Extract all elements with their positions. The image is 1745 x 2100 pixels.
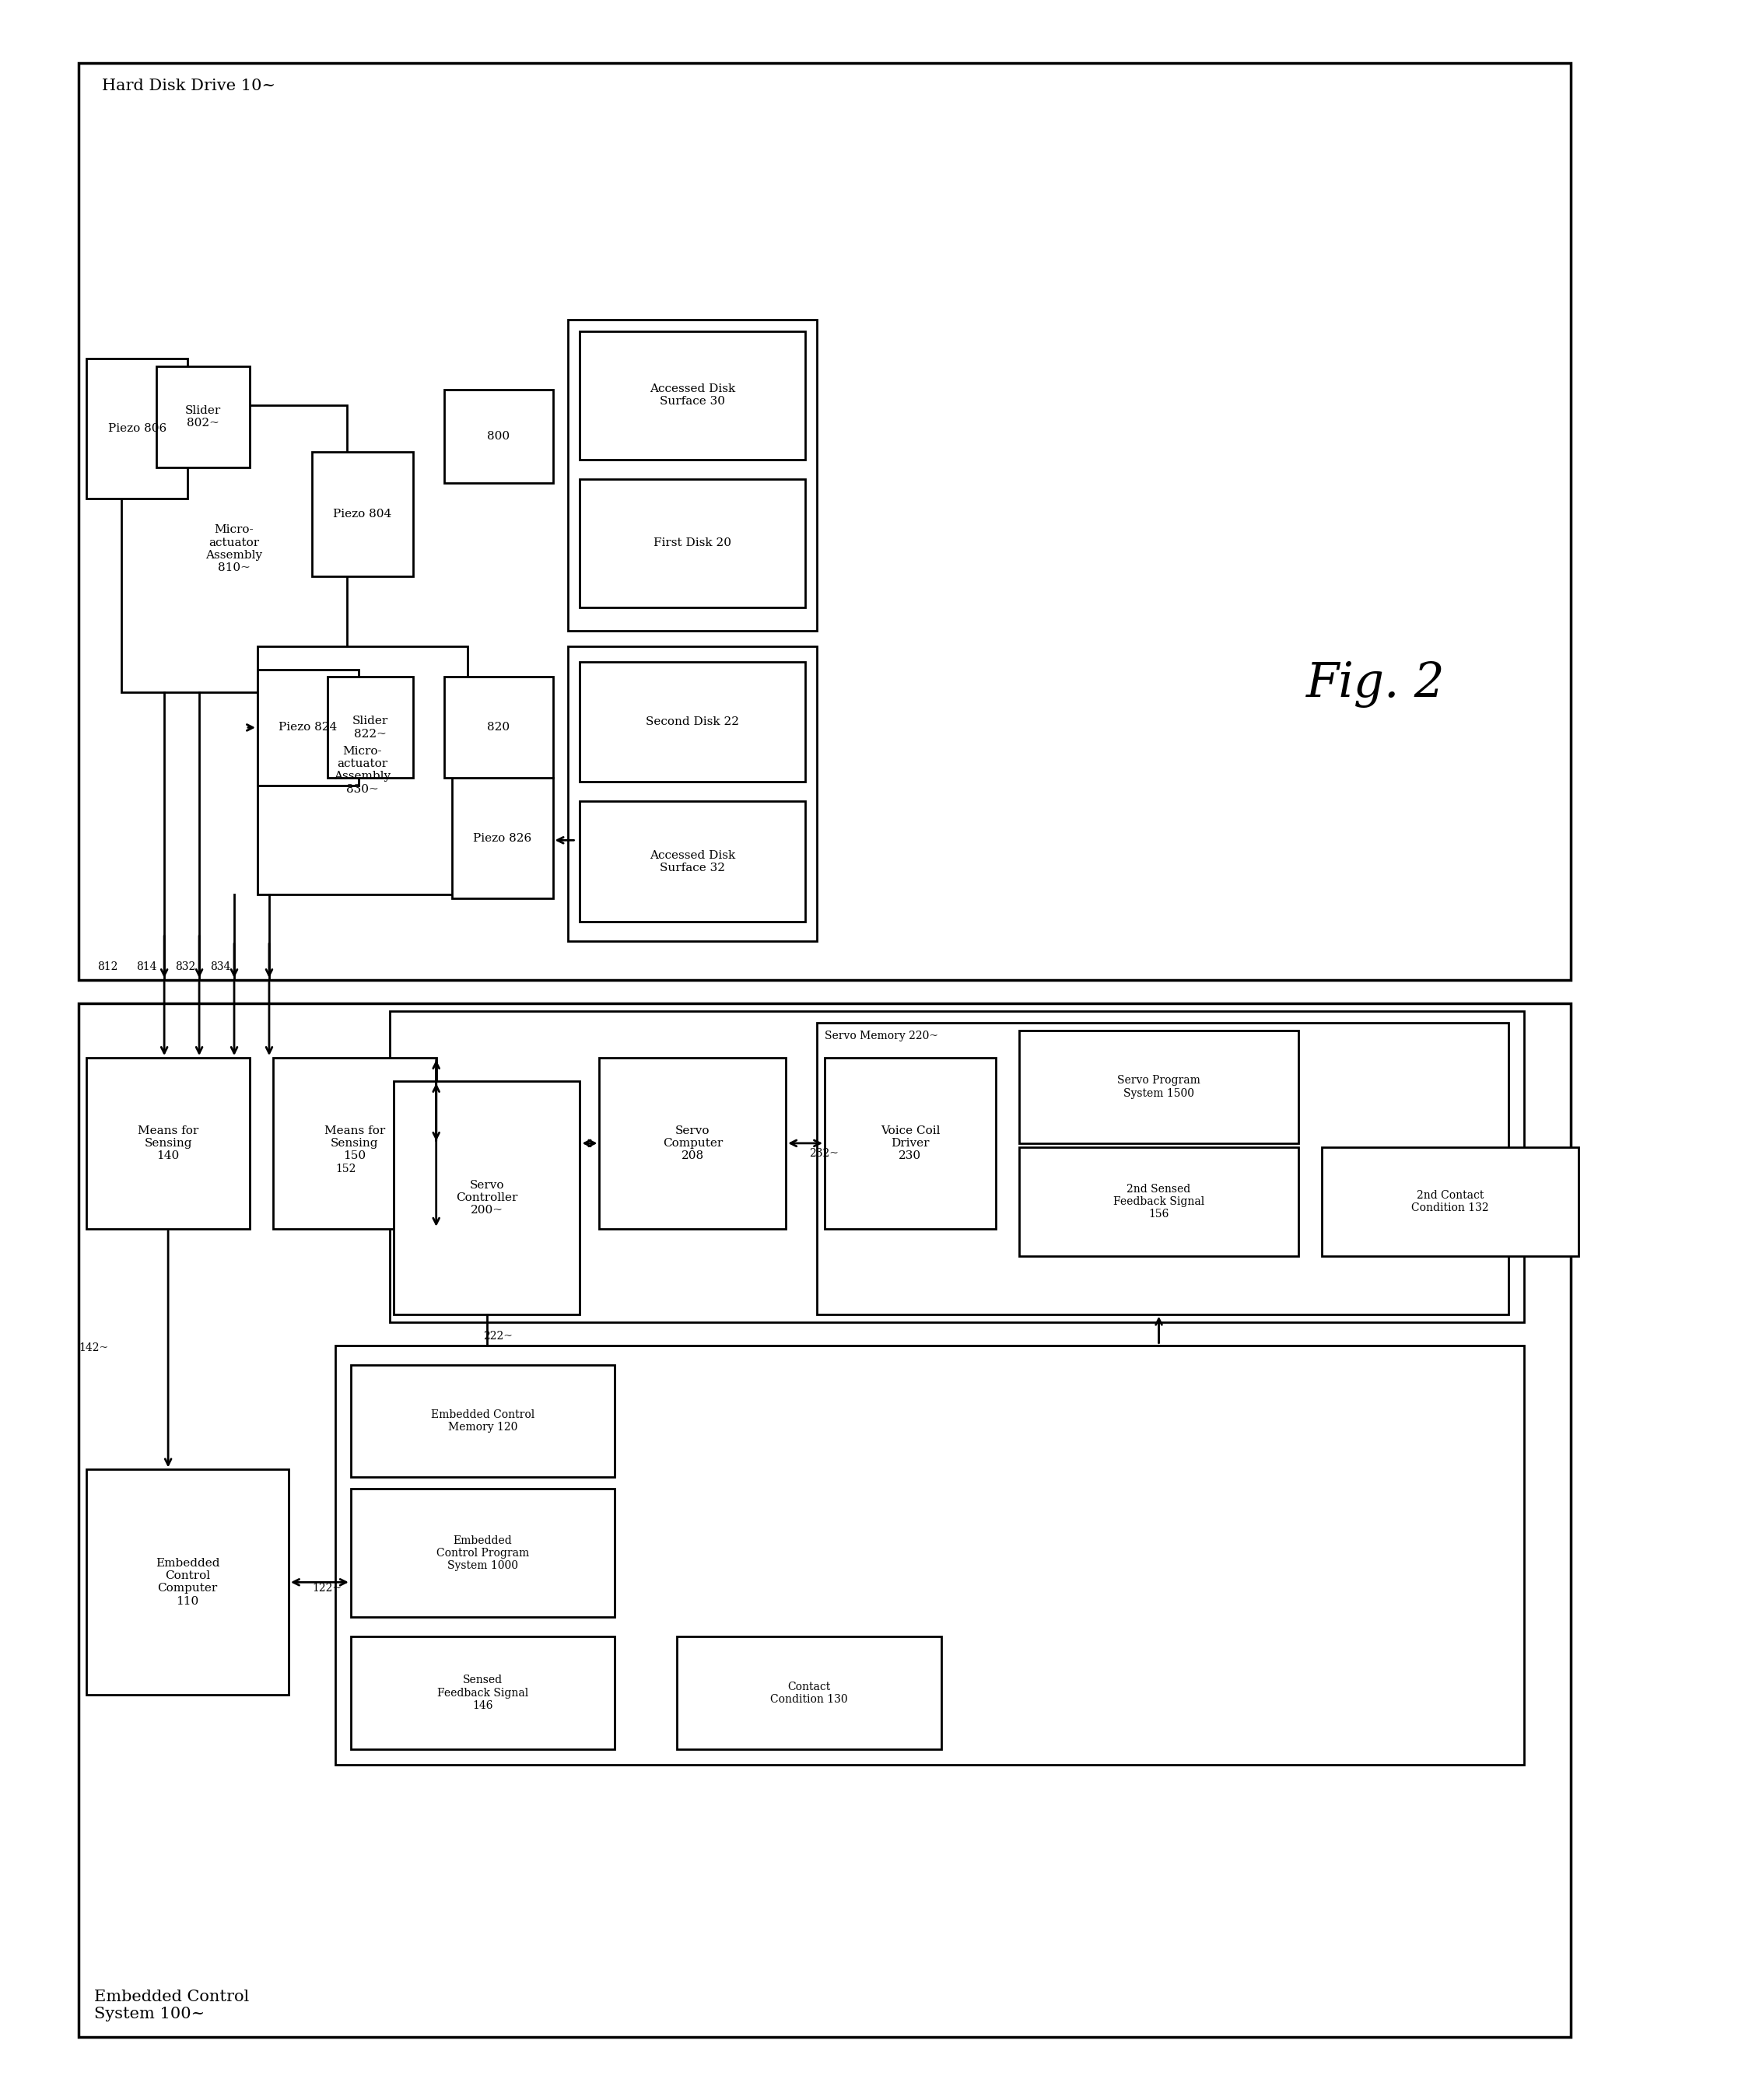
Bar xyxy=(351,1489,614,1617)
Text: 152: 152 xyxy=(335,1163,356,1174)
Text: 122~: 122~ xyxy=(312,1583,342,1594)
Text: 834: 834 xyxy=(209,962,230,972)
Bar xyxy=(1019,1031,1298,1142)
Bar xyxy=(335,1346,1523,1764)
Bar xyxy=(87,359,187,498)
Bar xyxy=(579,479,804,607)
Bar xyxy=(258,670,358,785)
Text: Embedded
Control Program
System 1000: Embedded Control Program System 1000 xyxy=(436,1535,529,1571)
Text: 820: 820 xyxy=(487,722,510,733)
Text: Embedded Control
Memory 120: Embedded Control Memory 120 xyxy=(431,1409,534,1432)
Bar xyxy=(272,1058,436,1228)
Bar xyxy=(122,405,347,693)
Bar xyxy=(569,319,817,630)
Text: Slider
802~: Slider 802~ xyxy=(185,405,222,428)
Bar xyxy=(1323,1147,1579,1256)
Bar xyxy=(393,1082,579,1315)
Text: Voice Coil
Driver
230: Voice Coil Driver 230 xyxy=(881,1126,941,1161)
Bar xyxy=(452,779,553,899)
Text: First Disk 20: First Disk 20 xyxy=(654,538,731,548)
Text: Embedded
Control
Computer
110: Embedded Control Computer 110 xyxy=(155,1558,220,1606)
Text: Piezo 806: Piezo 806 xyxy=(108,422,166,435)
Text: 800: 800 xyxy=(487,430,510,441)
Bar xyxy=(443,676,553,779)
Bar xyxy=(599,1058,785,1228)
Bar xyxy=(389,1012,1523,1321)
Bar xyxy=(87,1470,288,1695)
Bar xyxy=(579,662,804,781)
Bar xyxy=(87,1058,250,1228)
Text: Servo
Controller
200~: Servo Controller 200~ xyxy=(455,1180,518,1216)
Text: Piezo 826: Piezo 826 xyxy=(473,834,532,844)
Bar xyxy=(817,1023,1508,1315)
Text: 142~: 142~ xyxy=(79,1342,108,1352)
Bar xyxy=(351,1365,614,1476)
Text: 812: 812 xyxy=(98,962,117,972)
Bar xyxy=(328,676,414,779)
Text: Contact
Condition 130: Contact Condition 130 xyxy=(771,1682,848,1705)
Bar xyxy=(825,1058,996,1228)
Text: Piezo 804: Piezo 804 xyxy=(333,508,391,519)
Text: Micro-
actuator
Assembly
810~: Micro- actuator Assembly 810~ xyxy=(206,525,263,573)
Text: Accessed Disk
Surface 32: Accessed Disk Surface 32 xyxy=(649,850,735,874)
Text: 222~: 222~ xyxy=(483,1331,513,1342)
Bar xyxy=(443,391,553,483)
Bar xyxy=(79,1004,1570,2037)
Text: 2nd Sensed
Feedback Signal
156: 2nd Sensed Feedback Signal 156 xyxy=(1113,1184,1204,1220)
Text: 2nd Contact
Condition 132: 2nd Contact Condition 132 xyxy=(1412,1191,1488,1214)
Text: Fig. 2: Fig. 2 xyxy=(1307,662,1445,708)
Text: Means for
Sensing
150: Means for Sensing 150 xyxy=(325,1126,386,1161)
Text: Servo Memory 220~: Servo Memory 220~ xyxy=(825,1031,939,1042)
Bar xyxy=(569,647,817,941)
Text: Accessed Disk
Surface 30: Accessed Disk Surface 30 xyxy=(649,384,735,407)
Text: Micro-
actuator
Assembly
830~: Micro- actuator Assembly 830~ xyxy=(333,746,391,794)
Bar xyxy=(351,1636,614,1749)
Bar xyxy=(579,332,804,460)
Text: Sensed
Feedback Signal
146: Sensed Feedback Signal 146 xyxy=(438,1676,529,1711)
Bar xyxy=(579,802,804,922)
Bar xyxy=(258,647,468,895)
Text: 814: 814 xyxy=(136,962,157,972)
Text: 832: 832 xyxy=(174,962,195,972)
Bar xyxy=(677,1636,941,1749)
Bar xyxy=(312,452,414,575)
Bar xyxy=(157,365,250,468)
Text: Second Disk 22: Second Disk 22 xyxy=(646,716,740,727)
Bar xyxy=(1019,1147,1298,1256)
Bar xyxy=(79,63,1570,981)
Text: Servo Program
System 1500: Servo Program System 1500 xyxy=(1117,1075,1201,1098)
Text: Hard Disk Drive 10~: Hard Disk Drive 10~ xyxy=(103,80,276,94)
Text: Means for
Sensing
140: Means for Sensing 140 xyxy=(138,1126,199,1161)
Text: Embedded Control
System 100~: Embedded Control System 100~ xyxy=(94,1989,250,2020)
Text: 232~: 232~ xyxy=(810,1149,839,1159)
Text: Piezo 824: Piezo 824 xyxy=(279,722,337,733)
Text: Slider
822~: Slider 822~ xyxy=(352,716,387,739)
Text: Servo
Computer
208: Servo Computer 208 xyxy=(663,1126,722,1161)
